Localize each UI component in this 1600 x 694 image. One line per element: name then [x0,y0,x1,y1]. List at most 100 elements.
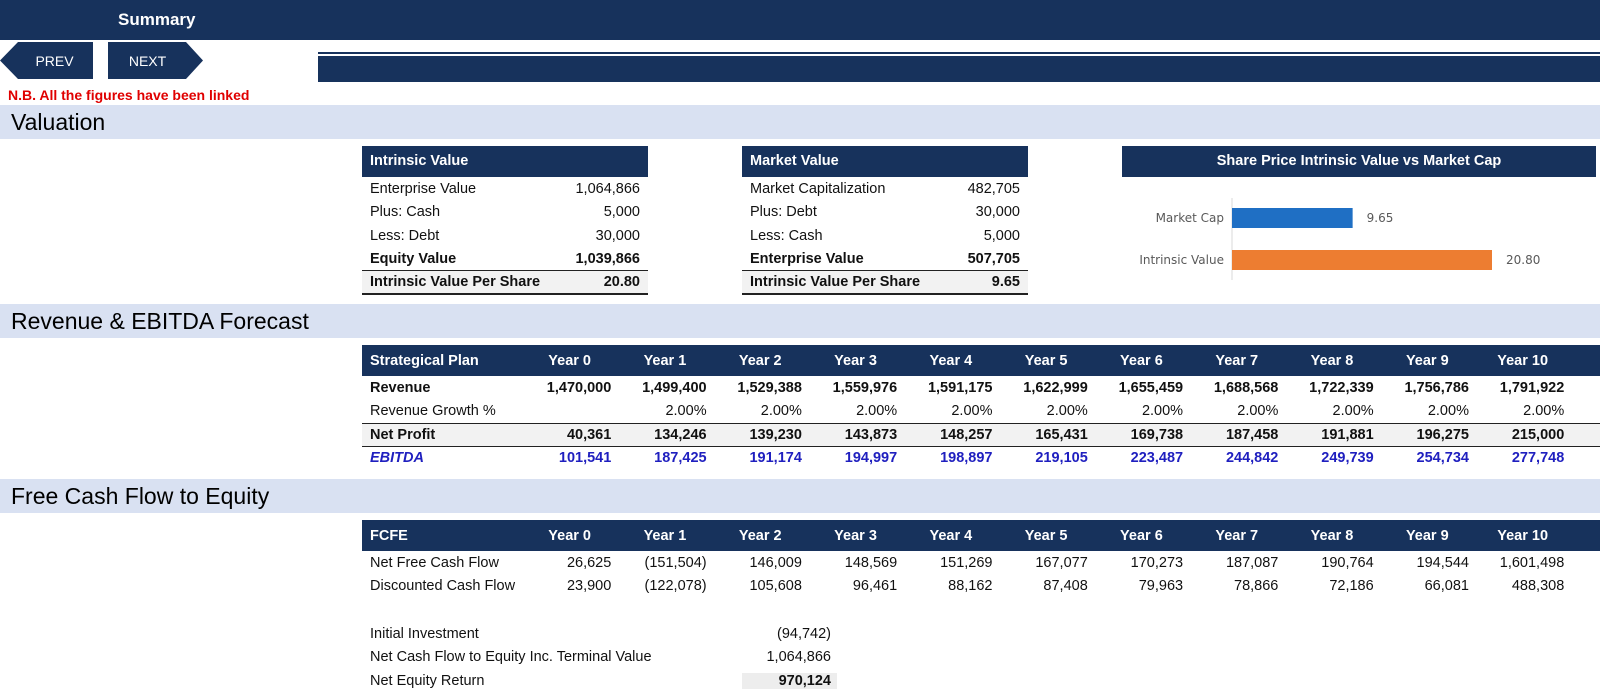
fcfe-cell: (122,078) [644,578,707,595]
forecast-cell: 1,470,000 [546,379,612,396]
forecast-table: Strategical Plan Year 0 Year 1 Year 2 Year 3… [362,345,1600,470]
section-valuation: Valuation [0,105,1600,139]
forecast-row-label: Revenue [370,379,431,396]
forecast-cell: 196,275 [1416,426,1469,443]
page-title: Summary [118,10,196,29]
forecast-cell: 165,431 [1035,426,1088,443]
forecast-row: Net Profit 40,361 134,246 139,230 143,873 148… [362,423,1600,447]
section-title-fcfe: Free Cash Flow to Equity [11,483,270,509]
market-row: Less: Cash 5,000 [750,227,1020,244]
fcfe-cell: 187,087 [1225,554,1279,571]
forecast-cell: 139,230 [749,426,802,443]
forecast-cell: 1,591,175 [927,379,993,396]
forecast-year-header: Year 6 [1120,352,1163,369]
forecast-cell: 191,881 [1321,426,1374,443]
chart-value-label: 20.80 [1506,253,1540,267]
title-bar-line [318,52,1600,54]
section-fcfe: Free Cash Flow to Equity [0,479,1600,513]
section-forecast: Revenue & EBITDA Forecast [0,304,1600,338]
fcfe-row-label: Discounted Cash Flow [370,578,516,595]
forecast-cell: 1,529,388 [737,379,802,396]
fcfe-year-header: Year 4 [929,527,973,544]
forecast-cell: 1,722,339 [1309,379,1374,396]
forecast-cell: 169,738 [1130,426,1184,443]
fcfe-cell: 78,866 [1234,578,1279,595]
intrinsic-value-box: Intrinsic Value Enterprise Value 1,064,86… [362,146,648,295]
forecast-row: EBITDA 101,541 187,425 191,174 194,997 198,89… [362,447,1600,471]
fcfe-summary-value: (94,742) [776,625,831,642]
chart-category-label: Market Cap [1156,211,1224,225]
forecast-year-header: Year 1 [643,352,687,369]
forecast-year-header: Year 7 [1215,352,1259,369]
fcfe-summary-row: Initial Investment (94,742) [362,622,837,646]
forecast-cell: 1,756,786 [1404,379,1469,396]
fcfe-cell: 190,764 [1321,554,1374,571]
forecast-cell: 40,361 [566,426,612,443]
forecast-year-header: Year 8 [1310,352,1354,369]
fcfe-cell: 1,601,498 [1499,554,1565,571]
forecast-cell: 223,487 [1130,450,1184,467]
fcfe-year-header: Year 8 [1310,527,1354,544]
fcfe-cell: 194,544 [1416,554,1469,571]
intrinsic-row: Enterprise Value 1,064,866 [370,180,640,197]
fcfe-year-header: Year 3 [834,527,877,544]
title-bar-lower [318,56,1600,82]
forecast-cell: 254,734 [1416,450,1469,467]
forecast-year-header: Year 3 [834,352,877,369]
chart-bar [1232,250,1492,270]
forecast-cell: 194,997 [844,450,898,467]
forecast-cell: 2.00% [1427,403,1469,420]
fcfe-cell: 170,273 [1130,554,1184,571]
fcfe-cell: 151,269 [940,554,993,571]
forecast-year-header: Year 9 [1405,352,1449,369]
top-band: Summary [0,0,1600,82]
fcfe-row-label: Net Free Cash Flow [370,554,499,571]
fcfe-year-header: Year 9 [1405,527,1449,544]
market-row: Market Capitalization 482,705 [750,180,1020,197]
prev-button[interactable]: PREV [0,42,93,79]
chart-bar [1232,208,1353,228]
fcfe-year-header: Year 1 [643,527,687,544]
fcfe-header-row: FCFE Year 0 Year 1 Year 2 Year 3 Year 4 Year 5… [362,520,1600,551]
forecast-cell: 187,458 [1225,426,1279,443]
forecast-cell: 101,541 [558,450,612,467]
forecast-header-label: Strategical Plan [370,352,479,369]
forecast-cell: 2.00% [1141,403,1184,420]
fcfe-cell: 146,009 [749,554,802,571]
intrinsic-row: Equity Value 1,039,866 [362,248,648,271]
fcfe-row: Net Free Cash Flow 26,625 (151,504) 146,009… [362,551,1600,575]
forecast-cell: 2.00% [951,403,993,420]
forecast-cell: 219,105 [1035,450,1088,467]
intrinsic-row: Plus: Cash 5,000 [370,204,640,221]
forecast-cell: 1,559,976 [832,379,898,396]
fcfe-cell: 105,608 [749,578,802,595]
forecast-cell: 2.00% [856,403,898,420]
fcfe-cell: 72,186 [1329,578,1374,595]
fcfe-cell: 87,408 [1043,578,1088,595]
intrinsic-total-row: Intrinsic Value Per Share 20.80 [362,271,648,295]
market-value-box: Market Value Market Capitalization 482,70… [742,146,1028,295]
linked-figures-note: N.B. All the figures have been linked [8,87,250,103]
title-bar [0,0,1600,40]
chart-value-label: 9.65 [1367,211,1394,225]
fcfe-year-header: Year 5 [1024,527,1068,544]
fcfe-summary: Initial Investment (94,742) Net Cash Flow … [362,622,837,693]
fcfe-cell: (151,504) [644,554,707,571]
fcfe-year-header: Year 0 [548,527,592,544]
fcfe-cell: 488,308 [1511,578,1565,595]
chart-title: Share Price Intrinsic Value vs Market Ca… [1122,146,1596,177]
fcfe-summary-value: 970,124 [742,672,837,689]
forecast-cell: 215,000 [1511,426,1565,443]
forecast-cell: 143,873 [844,426,898,443]
forecast-header-row: Strategical Plan Year 0 Year 1 Year 2 Year 3… [362,345,1600,376]
fcfe-year-header: Year 2 [738,527,782,544]
forecast-cell: 148,257 [940,426,993,443]
fcfe-year-header: Year 7 [1215,527,1259,544]
section-title-valuation: Valuation [11,109,106,135]
forecast-cell: 244,842 [1225,450,1279,467]
share-price-chart: Market Cap 9.65 Intrinsic Value 20.80 [1139,198,1540,280]
forecast-year-header: Year 10 [1497,352,1549,369]
next-button[interactable]: NEXT [108,42,203,79]
fcfe-cell: 167,077 [1035,554,1088,571]
forecast-cell: 2.00% [1046,403,1088,420]
